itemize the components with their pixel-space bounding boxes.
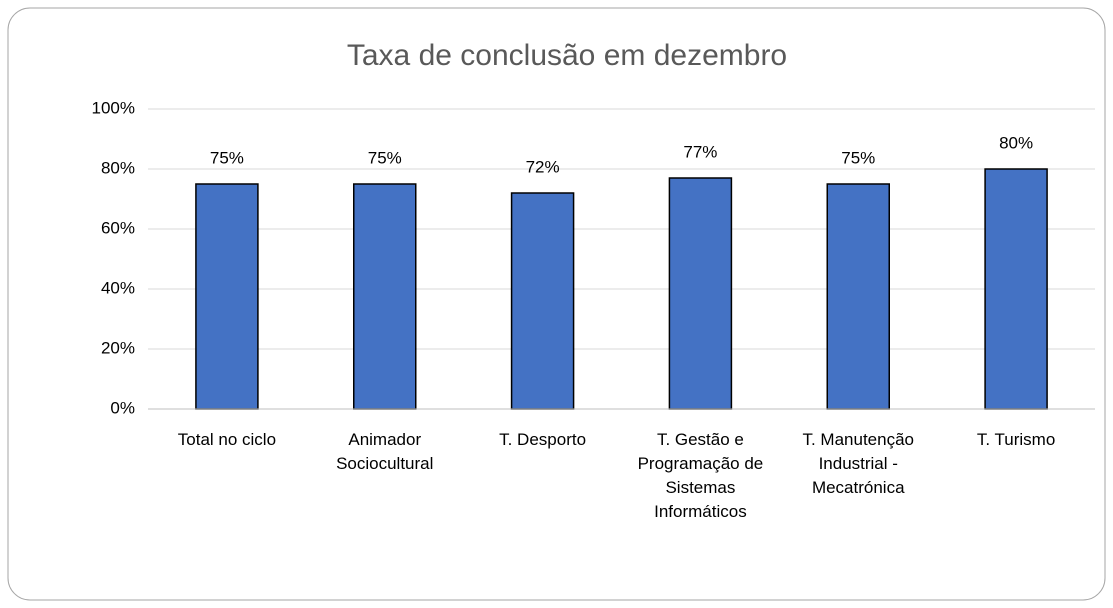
data-label: 72% — [526, 157, 560, 176]
x-tick-label: Animador Sociocultural — [336, 430, 433, 473]
chart-title: Taxa de conclusão em dezembro — [347, 39, 787, 72]
data-label: 77% — [683, 142, 717, 161]
x-tick-label: T. Desporto — [499, 430, 586, 449]
x-tick-label: T. Gestão e Programação de Sistemas Informá… — [638, 430, 764, 521]
y-tick-label: 100% — [92, 98, 135, 117]
y-tick-label: 0% — [110, 398, 135, 417]
data-label: 75% — [841, 148, 875, 167]
y-tick-label: 40% — [101, 278, 135, 297]
bar — [353, 183, 417, 410]
bar — [668, 177, 733, 410]
data-label: 80% — [999, 133, 1033, 152]
x-tick-label: T. Manutenção Industrial -Mecatrónica — [802, 430, 914, 497]
bar — [984, 168, 1048, 410]
bar — [195, 183, 259, 410]
y-tick-label: 60% — [101, 218, 135, 237]
x-tick-label: Total no ciclo — [178, 430, 276, 449]
data-label: 75% — [210, 148, 244, 167]
data-label: 75% — [368, 148, 402, 167]
bar — [510, 192, 575, 410]
x-tick-label: T. Turismo — [977, 430, 1055, 449]
y-tick-label: 80% — [101, 158, 135, 177]
y-tick-label: 20% — [101, 338, 135, 357]
bar — [826, 183, 890, 410]
